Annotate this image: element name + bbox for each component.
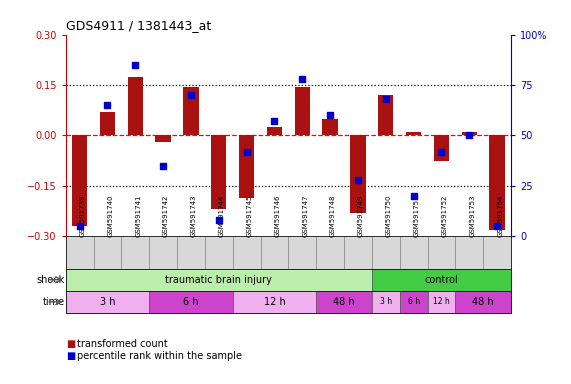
Bar <box>100 112 115 136</box>
Bar <box>149 291 233 313</box>
Text: 12 h: 12 h <box>433 297 450 306</box>
Bar <box>205 236 233 268</box>
Bar <box>316 291 372 313</box>
Point <box>242 149 251 155</box>
Point <box>270 118 279 124</box>
Bar <box>372 291 400 313</box>
Bar <box>372 268 511 291</box>
Text: 12 h: 12 h <box>264 297 286 307</box>
Text: GSM591739: GSM591739 <box>79 195 86 237</box>
Text: 6 h: 6 h <box>183 297 199 307</box>
Point <box>437 149 446 155</box>
Bar <box>127 76 143 136</box>
Text: GSM591751: GSM591751 <box>413 195 420 237</box>
Text: 48 h: 48 h <box>472 297 494 307</box>
Point <box>465 132 474 139</box>
Bar <box>233 236 260 268</box>
Bar <box>122 236 149 268</box>
Text: GSM591742: GSM591742 <box>163 195 169 237</box>
Text: GSM591740: GSM591740 <box>107 195 114 237</box>
Point <box>103 102 112 108</box>
Bar <box>378 95 393 136</box>
Bar <box>149 236 177 268</box>
Point <box>325 112 335 118</box>
Text: 48 h: 48 h <box>333 297 355 307</box>
Bar <box>288 236 316 268</box>
Text: GDS4911 / 1381443_at: GDS4911 / 1381443_at <box>66 19 211 32</box>
Text: traumatic brain injury: traumatic brain injury <box>166 275 272 285</box>
Text: GSM591741: GSM591741 <box>135 195 141 237</box>
Bar <box>295 87 310 136</box>
Text: GSM591745: GSM591745 <box>247 195 252 237</box>
Point <box>186 92 195 98</box>
Text: GSM591747: GSM591747 <box>302 195 308 237</box>
Bar <box>323 119 338 136</box>
Bar <box>456 291 511 313</box>
Bar <box>155 136 171 142</box>
Bar <box>239 136 254 198</box>
Point <box>159 162 168 169</box>
Text: time: time <box>43 297 65 307</box>
Bar <box>400 236 428 268</box>
Point <box>297 76 307 82</box>
Text: GSM591752: GSM591752 <box>441 195 448 237</box>
Bar <box>456 236 483 268</box>
Text: GSM591746: GSM591746 <box>275 195 280 237</box>
Bar <box>483 236 511 268</box>
Bar <box>94 236 122 268</box>
Bar <box>428 291 456 313</box>
Text: ■: ■ <box>66 339 75 349</box>
Text: GSM591750: GSM591750 <box>386 195 392 237</box>
Point <box>493 223 502 229</box>
Point <box>131 62 140 68</box>
Text: percentile rank within the sample: percentile rank within the sample <box>77 351 242 361</box>
Bar <box>434 136 449 161</box>
Text: 6 h: 6 h <box>408 297 420 306</box>
Text: GSM591748: GSM591748 <box>330 195 336 237</box>
Bar <box>372 236 400 268</box>
Text: 3 h: 3 h <box>380 297 392 306</box>
Bar <box>489 136 505 230</box>
Bar <box>183 87 199 136</box>
Text: GSM591753: GSM591753 <box>469 195 475 237</box>
Text: control: control <box>425 275 459 285</box>
Text: GSM591743: GSM591743 <box>191 195 197 237</box>
Bar <box>177 236 205 268</box>
Point <box>214 217 223 223</box>
Point <box>409 193 418 199</box>
Bar <box>66 268 372 291</box>
Bar <box>72 136 87 226</box>
Bar <box>400 291 428 313</box>
Bar <box>211 136 227 209</box>
Bar <box>260 236 288 268</box>
Bar <box>267 127 282 136</box>
Text: shock: shock <box>37 275 65 285</box>
Point <box>75 223 84 229</box>
Text: 3 h: 3 h <box>100 297 115 307</box>
Text: transformed count: transformed count <box>77 339 168 349</box>
Point <box>381 96 391 102</box>
Text: GSM591749: GSM591749 <box>358 195 364 237</box>
Text: ■: ■ <box>66 351 75 361</box>
Bar <box>316 236 344 268</box>
Bar <box>344 236 372 268</box>
Bar <box>350 136 365 213</box>
Bar <box>406 132 421 136</box>
Bar <box>66 291 149 313</box>
Bar <box>461 132 477 136</box>
Text: GSM591754: GSM591754 <box>497 195 503 237</box>
Point <box>353 177 363 183</box>
Bar <box>233 291 316 313</box>
Text: GSM591744: GSM591744 <box>219 195 225 237</box>
Bar <box>428 236 456 268</box>
Bar <box>66 236 94 268</box>
